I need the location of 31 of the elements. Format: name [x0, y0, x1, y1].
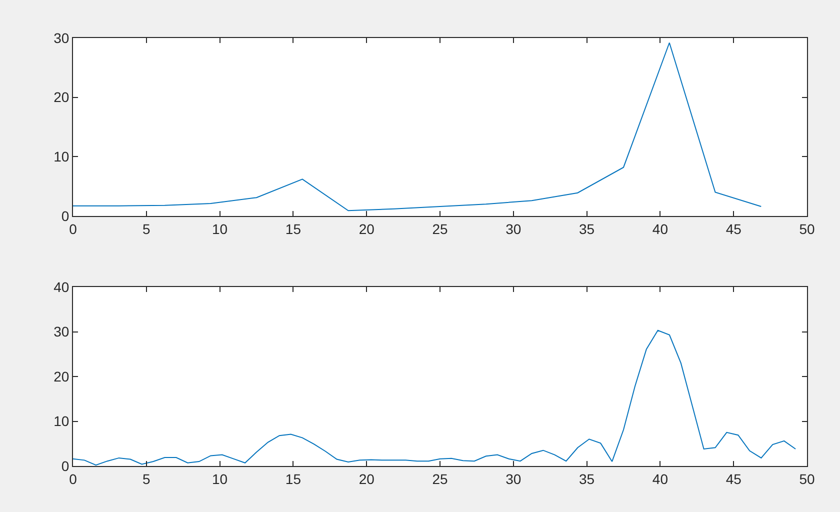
x-tick-label: 45	[726, 470, 742, 487]
line-series	[73, 330, 796, 466]
y-tick-label: 10	[54, 148, 70, 165]
x-tick-label: 50	[799, 220, 815, 237]
line-series	[73, 42, 762, 212]
x-tick-label: 5	[142, 220, 150, 237]
x-tick-label: 30	[506, 470, 522, 487]
x-tick-label: 35	[579, 220, 595, 237]
x-tick-label: 5	[142, 470, 150, 487]
x-tick-label: 35	[579, 470, 595, 487]
x-tick-label: 45	[726, 220, 742, 237]
y-tick-label: 30	[54, 324, 70, 340]
y-tick-label: 40	[54, 278, 70, 295]
y-tick-label: 0	[61, 458, 70, 474]
y-tick-label: 20	[54, 368, 70, 384]
x-tick-label: 25	[432, 470, 448, 487]
x-tick-label: 30	[506, 220, 522, 237]
x-tick-label: 40	[652, 470, 668, 487]
x-tick-label: 20	[358, 470, 375, 487]
x-tick-label: 50	[799, 470, 815, 487]
x-tick-label: 15	[285, 470, 302, 487]
y-tick-label: 30	[54, 30, 70, 46]
x-tick-label: 20	[358, 220, 375, 237]
y-tick-label: 10	[54, 413, 70, 430]
x-tick-label: 10	[212, 470, 228, 487]
x-tick-label: 15	[285, 220, 302, 237]
x-tick-label: 25	[432, 220, 448, 237]
y-tick-label: 0	[61, 208, 70, 224]
x-tick-label: 10	[212, 220, 228, 237]
y-tick-label: 20	[54, 89, 70, 106]
x-tick-label: 40	[652, 220, 668, 237]
